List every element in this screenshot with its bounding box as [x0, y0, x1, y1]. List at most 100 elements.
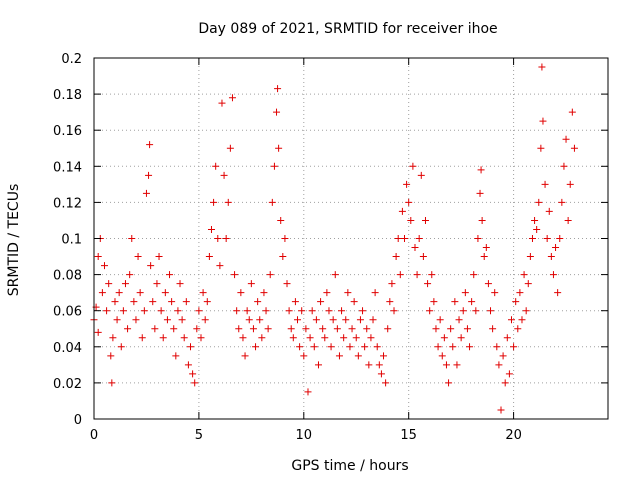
data-point	[304, 388, 312, 396]
data-point	[254, 298, 262, 306]
data-point	[466, 343, 474, 351]
data-point	[438, 352, 446, 360]
data-point	[436, 316, 444, 324]
data-point	[528, 235, 536, 242]
data-point	[128, 235, 136, 242]
data-point	[285, 307, 293, 315]
data-point	[476, 189, 484, 197]
data-point	[191, 379, 199, 387]
data-point	[430, 298, 438, 306]
y-axis-label: SRMTID / TECUs	[6, 184, 22, 297]
data-point	[363, 325, 371, 333]
x-tick-label: 0	[90, 428, 98, 443]
data-point	[172, 352, 180, 360]
data-point	[348, 325, 356, 333]
data-point	[241, 352, 249, 360]
data-point	[291, 298, 299, 306]
data-point	[384, 325, 392, 333]
data-point	[233, 307, 241, 315]
y-tick-label: 0.1	[61, 233, 82, 248]
data-point	[100, 262, 108, 270]
data-point	[212, 162, 220, 170]
data-point	[314, 361, 322, 369]
data-point	[335, 352, 343, 360]
data-point	[113, 316, 121, 324]
data-point	[388, 280, 396, 288]
data-point	[457, 334, 465, 342]
data-point	[126, 271, 134, 279]
data-point	[147, 262, 155, 270]
data-point	[421, 216, 429, 224]
x-axis-label: GPS time / hours	[291, 458, 408, 474]
data-point	[453, 361, 461, 369]
data-point	[270, 162, 278, 170]
data-point	[354, 352, 362, 360]
data-point	[514, 325, 522, 333]
data-point	[252, 343, 260, 351]
data-point	[317, 298, 325, 306]
data-points	[90, 63, 578, 414]
data-point	[375, 361, 383, 369]
y-tick-label: 0.12	[53, 196, 82, 211]
data-point	[243, 307, 251, 315]
data-point	[359, 307, 367, 315]
data-point	[432, 325, 440, 333]
data-point	[535, 198, 543, 206]
data-point	[327, 343, 335, 351]
data-point	[356, 316, 364, 324]
data-point	[264, 325, 272, 333]
y-tick-label: 0.06	[53, 305, 82, 320]
data-point	[260, 289, 268, 297]
data-point	[352, 334, 360, 342]
data-point	[197, 334, 205, 342]
data-point	[489, 325, 497, 333]
data-point	[216, 262, 224, 270]
data-point	[477, 166, 485, 174]
data-point	[558, 198, 566, 206]
data-point	[524, 280, 532, 288]
data-point	[505, 370, 513, 378]
data-point	[111, 298, 119, 306]
data-point	[539, 117, 547, 125]
data-point	[201, 316, 209, 324]
data-point	[237, 289, 245, 297]
data-point	[277, 216, 285, 224]
data-point	[549, 271, 557, 279]
data-point	[153, 280, 161, 288]
data-point	[224, 198, 232, 206]
data-point	[440, 334, 448, 342]
data-point	[570, 144, 578, 152]
data-point	[390, 307, 398, 315]
data-point	[268, 198, 276, 206]
data-point	[119, 307, 127, 315]
data-point	[189, 370, 197, 378]
data-point	[105, 280, 113, 288]
data-point	[392, 253, 400, 261]
data-point	[526, 253, 534, 261]
data-point	[166, 271, 174, 279]
data-point	[140, 307, 148, 315]
x-tick-labels: 0 5 10 15 20	[90, 428, 522, 443]
data-point	[350, 298, 358, 306]
data-point	[319, 325, 327, 333]
data-point	[235, 325, 243, 333]
data-point	[203, 298, 211, 306]
data-point	[400, 235, 408, 242]
data-point	[142, 189, 150, 197]
data-point	[470, 271, 478, 279]
data-point	[273, 108, 281, 116]
data-point	[501, 379, 509, 387]
data-point	[380, 352, 388, 360]
data-point	[262, 307, 270, 315]
y-tick-label: 0	[74, 413, 82, 428]
data-point	[426, 307, 434, 315]
data-point	[543, 235, 551, 242]
data-point	[231, 271, 239, 279]
data-point	[497, 406, 505, 414]
data-point	[308, 307, 316, 315]
data-point	[478, 216, 486, 224]
data-point	[434, 343, 442, 351]
y-tick-label: 0.08	[53, 269, 82, 284]
data-point	[220, 171, 228, 179]
data-point	[134, 253, 142, 261]
